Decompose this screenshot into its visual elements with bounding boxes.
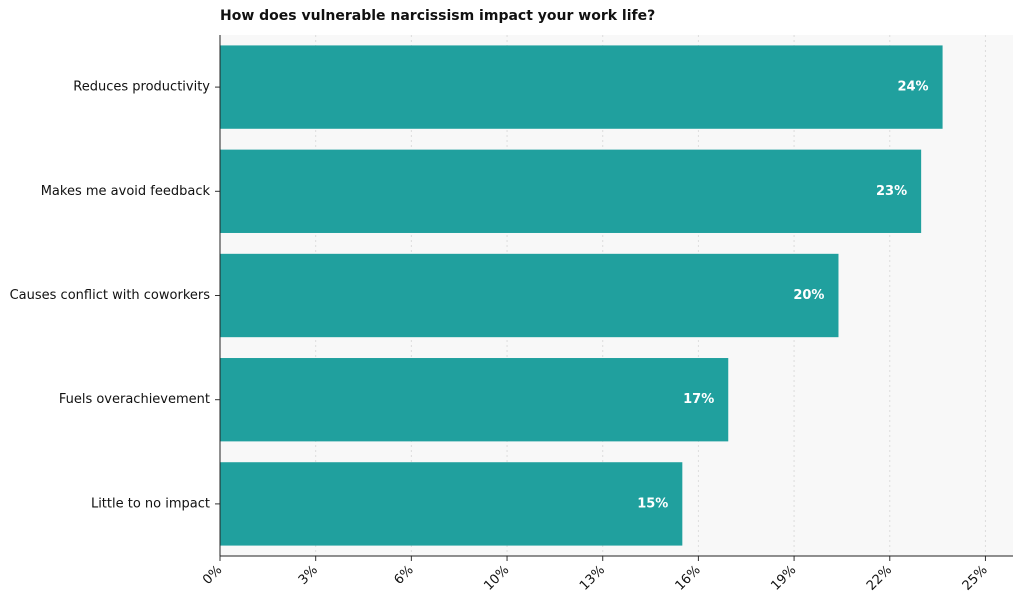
x-tick-label: 10% (481, 563, 512, 594)
y-tick-label: Fuels overachievement (59, 392, 210, 407)
value-label: 17% (683, 392, 714, 407)
x-tick-label: 16% (673, 563, 704, 594)
bar (220, 358, 729, 442)
y-tick-label: Reduces productivity (73, 80, 210, 95)
bar (220, 45, 943, 129)
x-tick-label: 3% (296, 563, 321, 588)
x-tick-label: 0% (200, 563, 225, 588)
x-tick-label: 25% (960, 563, 991, 594)
x-tick-label: 22% (864, 563, 895, 594)
x-tick-label: 13% (577, 563, 608, 594)
bar (220, 462, 683, 546)
bar (220, 253, 839, 338)
value-label: 23% (876, 184, 907, 199)
bar (220, 149, 922, 233)
y-tick-label: Causes conflict with coworkers (10, 288, 211, 303)
chart-title: How does vulnerable narcissism impact yo… (220, 8, 655, 24)
x-tick-label: 6% (391, 563, 416, 588)
x-tick-label: 19% (768, 563, 799, 594)
value-label: 24% (897, 80, 928, 95)
y-tick-label: Makes me avoid feedback (41, 184, 211, 199)
value-label: 20% (793, 288, 824, 303)
y-tick-label: Little to no impact (91, 496, 210, 511)
value-label: 15% (637, 496, 668, 511)
